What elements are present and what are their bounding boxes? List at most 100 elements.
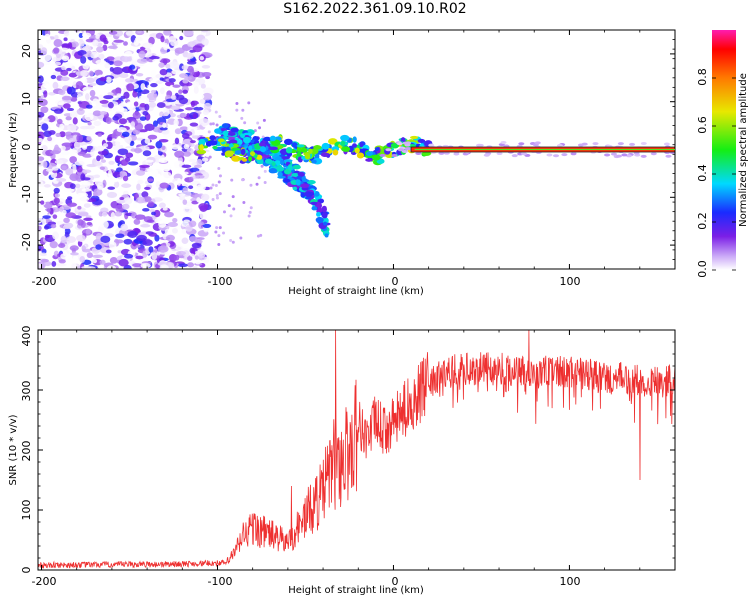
spectrogram-cell	[117, 250, 123, 254]
spectrogram-cell	[50, 150, 61, 155]
spectrogram-cell	[85, 125, 96, 130]
spectrogram-cell	[183, 219, 191, 223]
spectrogram-cell	[130, 121, 136, 128]
snr-series-line	[38, 330, 675, 569]
spectrogram-cell	[354, 147, 360, 154]
spectrogram-cell	[133, 39, 139, 46]
spectrogram-cell	[341, 146, 351, 152]
spectrogram-cell	[218, 226, 222, 230]
spectrogram-cell	[96, 145, 105, 152]
colorbar-tick-label: 0.6	[696, 116, 709, 134]
spectrogram-cell	[191, 242, 202, 249]
spectrogram-cell	[118, 258, 129, 267]
spectrogram-cell	[117, 148, 129, 156]
spectrogram-cell	[163, 30, 172, 36]
spectrogram-cell	[300, 147, 308, 153]
spectrogram-cell	[167, 222, 178, 228]
spectrogram-cell	[321, 212, 328, 219]
spectrogram-cell	[356, 152, 365, 159]
spectrogram-cell	[133, 218, 141, 225]
spectrogram-cell	[106, 136, 113, 142]
spectrogram-cell	[160, 35, 165, 43]
spectrogram-cell	[174, 245, 184, 251]
spectrogram-cell	[150, 89, 157, 94]
spectrogram-cell	[126, 83, 135, 92]
spectrogram-cell	[38, 230, 42, 238]
spectrogram-cell	[147, 178, 154, 182]
spectrogram-cell	[159, 77, 164, 81]
spectrogram-cell	[153, 209, 161, 218]
spectrogram-cell	[181, 237, 189, 244]
spectrogram-cell	[240, 148, 246, 156]
spectrogram-cell	[249, 151, 256, 157]
spectrogram-cell	[281, 156, 291, 160]
spectrogram-cell	[60, 235, 67, 243]
bottom-x-axis-label: Height of straight line (km)	[288, 585, 424, 596]
spectrogram-cell	[101, 211, 108, 217]
spectrogram-cell	[152, 120, 159, 128]
spectrogram-cell	[56, 220, 64, 225]
spectrogram-cell	[165, 63, 171, 69]
spectrogram-cell	[241, 108, 245, 112]
snr-panel: -200 -100 0 100 0 100 200 300 400 Height…	[8, 326, 676, 596]
spectrogram-cell	[58, 243, 66, 248]
spectrogram-cell	[127, 161, 139, 166]
spectrogram-cell	[142, 42, 153, 49]
spectrogram-cell	[193, 106, 204, 111]
spectrogram-cell	[79, 255, 86, 263]
spectrogram-cell	[250, 139, 256, 144]
spectrogram-cell	[158, 157, 168, 163]
spectrogram-cell	[173, 160, 184, 169]
spectrogram-cell	[182, 79, 189, 84]
spectrogram-cell	[249, 183, 253, 187]
spectrogram-cell	[144, 186, 151, 191]
spectrogram-cell	[43, 118, 50, 122]
spectrogram-cell	[69, 111, 78, 118]
bottom-ytick-label: 400	[20, 326, 33, 347]
colorbar-ticks	[712, 77, 736, 271]
spectrogram-cell	[121, 183, 132, 188]
spectrogram-cell	[199, 98, 206, 104]
spectrogram-cell	[38, 141, 42, 145]
spectrogram-cell	[248, 145, 253, 151]
spectrogram-cell	[556, 144, 563, 148]
spectrogram-cell	[133, 192, 139, 200]
spectrogram-cell	[186, 52, 194, 59]
spectrogram-cell	[42, 218, 47, 226]
spectrogram-cell	[240, 116, 244, 120]
spectrogram-cell	[156, 102, 166, 109]
spectrogram-cell	[124, 78, 135, 83]
spectrogram-cell	[296, 175, 302, 180]
spectrogram-cell	[304, 152, 311, 160]
bottom-y-axis-label: SNR (10 * v/v)	[8, 414, 19, 485]
spectrogram-cell	[215, 226, 219, 230]
spectrogram-cell	[46, 208, 51, 213]
spectrogram-cell	[165, 234, 175, 242]
spectrogram-cell	[67, 124, 77, 132]
spectrogram-cell	[38, 137, 44, 143]
spectrogram-cell	[54, 61, 62, 66]
spectrogram-cell	[61, 55, 70, 62]
spectrogram-cell	[109, 66, 114, 72]
spectrogram-cell	[247, 214, 251, 218]
spectrogram-cell	[53, 197, 60, 205]
spectrogram-cell	[179, 195, 186, 201]
spectrogram-cell	[106, 191, 118, 198]
spectrogram-cell	[66, 107, 75, 112]
spectrogram-cell	[174, 150, 185, 158]
spectrogram-cell	[148, 101, 157, 108]
spectrogram-cell	[146, 219, 155, 223]
spectrogram-cell	[63, 62, 74, 68]
spectrogram-cell	[142, 110, 149, 116]
spectrogram-cell	[59, 131, 66, 138]
spectrogram-cell	[81, 77, 88, 84]
spectrogram-cell	[150, 69, 156, 77]
spectrogram-cell	[271, 161, 276, 167]
spectrogram-cell	[107, 45, 118, 50]
spectrogram-cell	[93, 120, 102, 127]
spectrogram-cell	[306, 179, 316, 185]
spectrogram-cell	[116, 127, 127, 133]
spectrogram-cell	[107, 101, 114, 109]
spectrogram-cell	[201, 71, 212, 77]
spectrogram-cell	[82, 169, 92, 173]
